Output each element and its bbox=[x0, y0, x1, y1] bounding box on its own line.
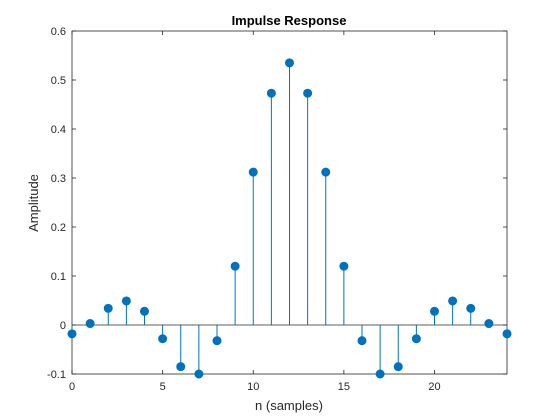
stem-marker bbox=[230, 261, 240, 271]
chart-title: Impulse Response bbox=[232, 13, 347, 28]
y-tick-label: -0.1 bbox=[47, 369, 66, 381]
stem-marker bbox=[266, 88, 276, 98]
stem-marker bbox=[158, 334, 168, 344]
y-tick-label: 0.2 bbox=[51, 222, 66, 234]
x-tick-label: 10 bbox=[247, 381, 259, 393]
stem-marker bbox=[375, 369, 385, 379]
stem-marker bbox=[285, 58, 294, 68]
stem-marker bbox=[484, 319, 494, 329]
stem-marker bbox=[466, 303, 476, 313]
stem-marker bbox=[502, 329, 512, 339]
x-tick-label: 15 bbox=[338, 381, 350, 393]
stem-marker bbox=[103, 303, 113, 313]
y-tick-label: 0 bbox=[60, 320, 66, 332]
y-tick-label: 0.1 bbox=[51, 271, 66, 283]
x-axis-label: n (samples) bbox=[255, 398, 323, 413]
stem-marker bbox=[212, 336, 222, 346]
stem-marker bbox=[194, 369, 204, 379]
stem-marker bbox=[140, 306, 149, 316]
stem-marker bbox=[448, 296, 458, 306]
y-tick-label: 0.5 bbox=[51, 75, 66, 87]
stem-marker bbox=[121, 296, 131, 306]
stem-marker bbox=[430, 306, 439, 316]
y-tick-label: 0.6 bbox=[51, 26, 66, 38]
y-tick-label: 0.4 bbox=[51, 124, 66, 136]
stem-marker bbox=[393, 362, 403, 372]
stem-marker bbox=[339, 261, 349, 271]
x-tick-label: 5 bbox=[160, 381, 166, 393]
stem-marker bbox=[321, 167, 331, 177]
y-axis-label: Amplitude bbox=[26, 174, 41, 232]
stem-marker bbox=[176, 362, 186, 372]
stem-marker bbox=[411, 334, 421, 344]
stem-marker bbox=[248, 167, 258, 177]
stem-marker bbox=[67, 329, 77, 339]
stem-marker bbox=[85, 319, 95, 329]
x-tick-label: 0 bbox=[69, 381, 75, 393]
y-tick-label: 0.3 bbox=[51, 173, 66, 185]
plot-area: 0 5 10 15 20-0.100.10.20.30.40.50.6 bbox=[47, 26, 512, 393]
stem-marker bbox=[303, 88, 313, 98]
x-tick-label: 20 bbox=[428, 381, 440, 393]
stem-marker bbox=[357, 336, 367, 346]
